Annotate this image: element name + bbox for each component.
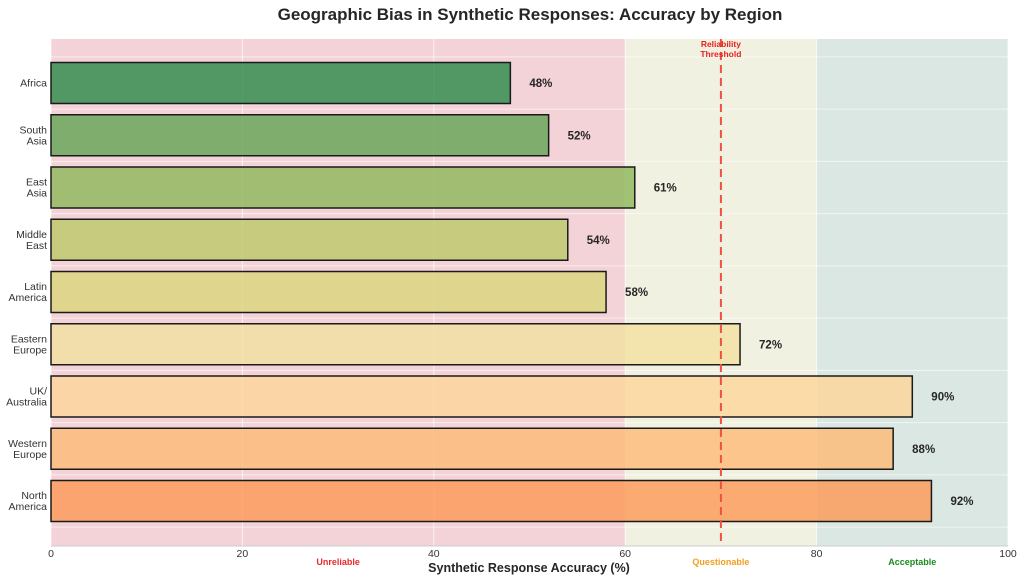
bar-eastern-europe — [50, 323, 741, 366]
x-tick-label: 40 — [428, 548, 440, 560]
axis-layer: Africa South Asia East Asia Middle East Latin Am… — [6, 78, 1017, 568]
data-label: 58% — [625, 287, 648, 299]
x-tick-label: 60 — [619, 548, 631, 560]
bar-north-america — [50, 479, 933, 523]
labels-layer: 48% 52% 61% 54% 58% 72% 90% 88% 92% — [529, 78, 973, 508]
zone-label-unreliable: Unreliable — [316, 557, 360, 567]
y-tick-label: South Asia — [20, 124, 48, 147]
x-tick-label: 20 — [237, 548, 249, 560]
data-label: 52% — [568, 130, 591, 142]
data-label: 61% — [654, 183, 677, 195]
bar-western-europe — [50, 427, 894, 470]
x-tick-label: 80 — [811, 548, 823, 560]
data-label: 88% — [912, 444, 935, 456]
y-tick-label: Eastern Europe — [11, 333, 47, 356]
chart-title: Geographic Bias in Synthetic Responses: … — [278, 5, 783, 24]
x-tick-label: 100 — [999, 548, 1017, 560]
zone-label-acceptable: Acceptable — [888, 557, 936, 567]
data-label: 48% — [529, 78, 552, 90]
threshold-layer: Reliability Threshold — [700, 39, 741, 546]
bar-africa — [50, 61, 512, 105]
y-tick-label: North America — [8, 490, 47, 513]
data-label: 90% — [931, 392, 954, 404]
data-label: 72% — [759, 339, 782, 351]
bar-east-asia — [50, 166, 636, 209]
data-label: 54% — [587, 235, 610, 247]
bar-middle-east — [50, 218, 569, 261]
y-tick-label: Middle East — [16, 229, 47, 252]
data-label: 92% — [950, 496, 973, 508]
bar-latin-america — [50, 270, 607, 314]
y-tick-label: East Asia — [26, 177, 47, 200]
reliability-threshold-label: Reliability Threshold — [700, 39, 741, 59]
y-tick-label: Africa — [20, 78, 47, 90]
bar-uk-australia — [50, 375, 914, 418]
y-tick-label: UK/Australia — [6, 386, 47, 409]
y-tick-label: Western Europe — [8, 438, 47, 461]
x-tick-label: 0 — [48, 548, 54, 560]
zone-label-questionable: Questionable — [692, 557, 749, 567]
y-tick-label: Latin America — [8, 281, 47, 304]
x-axis-label: Synthetic Response Accuracy (%) — [428, 561, 630, 575]
bar-south-asia — [50, 114, 550, 157]
bars-layer — [50, 61, 933, 523]
